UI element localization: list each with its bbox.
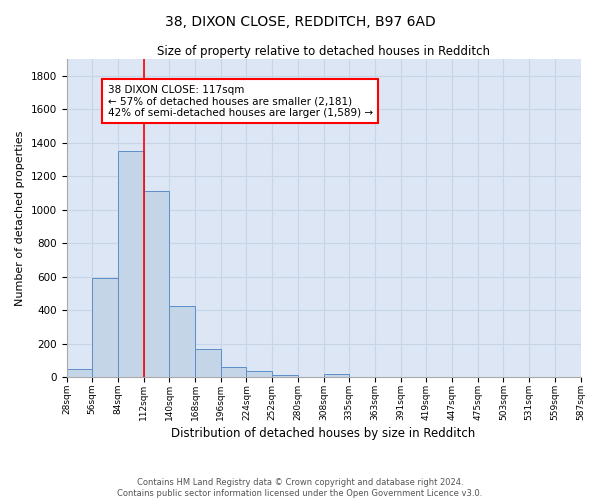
Bar xyxy=(118,152,143,378)
Title: Size of property relative to detached houses in Redditch: Size of property relative to detached ho… xyxy=(157,45,490,58)
Bar xyxy=(323,374,349,378)
Text: Contains HM Land Registry data © Crown copyright and database right 2024.
Contai: Contains HM Land Registry data © Crown c… xyxy=(118,478,482,498)
Bar xyxy=(92,278,118,378)
Bar xyxy=(272,375,298,378)
Bar xyxy=(195,349,221,378)
Text: 38 DIXON CLOSE: 117sqm
← 57% of detached houses are smaller (2,181)
42% of semi-: 38 DIXON CLOSE: 117sqm ← 57% of detached… xyxy=(107,84,373,118)
Bar xyxy=(221,368,247,378)
Bar xyxy=(169,306,195,378)
Bar xyxy=(67,369,92,378)
X-axis label: Distribution of detached houses by size in Redditch: Distribution of detached houses by size … xyxy=(172,427,476,440)
Y-axis label: Number of detached properties: Number of detached properties xyxy=(15,130,25,306)
Bar xyxy=(247,370,272,378)
Bar xyxy=(143,190,169,378)
Text: 38, DIXON CLOSE, REDDITCH, B97 6AD: 38, DIXON CLOSE, REDDITCH, B97 6AD xyxy=(164,15,436,29)
